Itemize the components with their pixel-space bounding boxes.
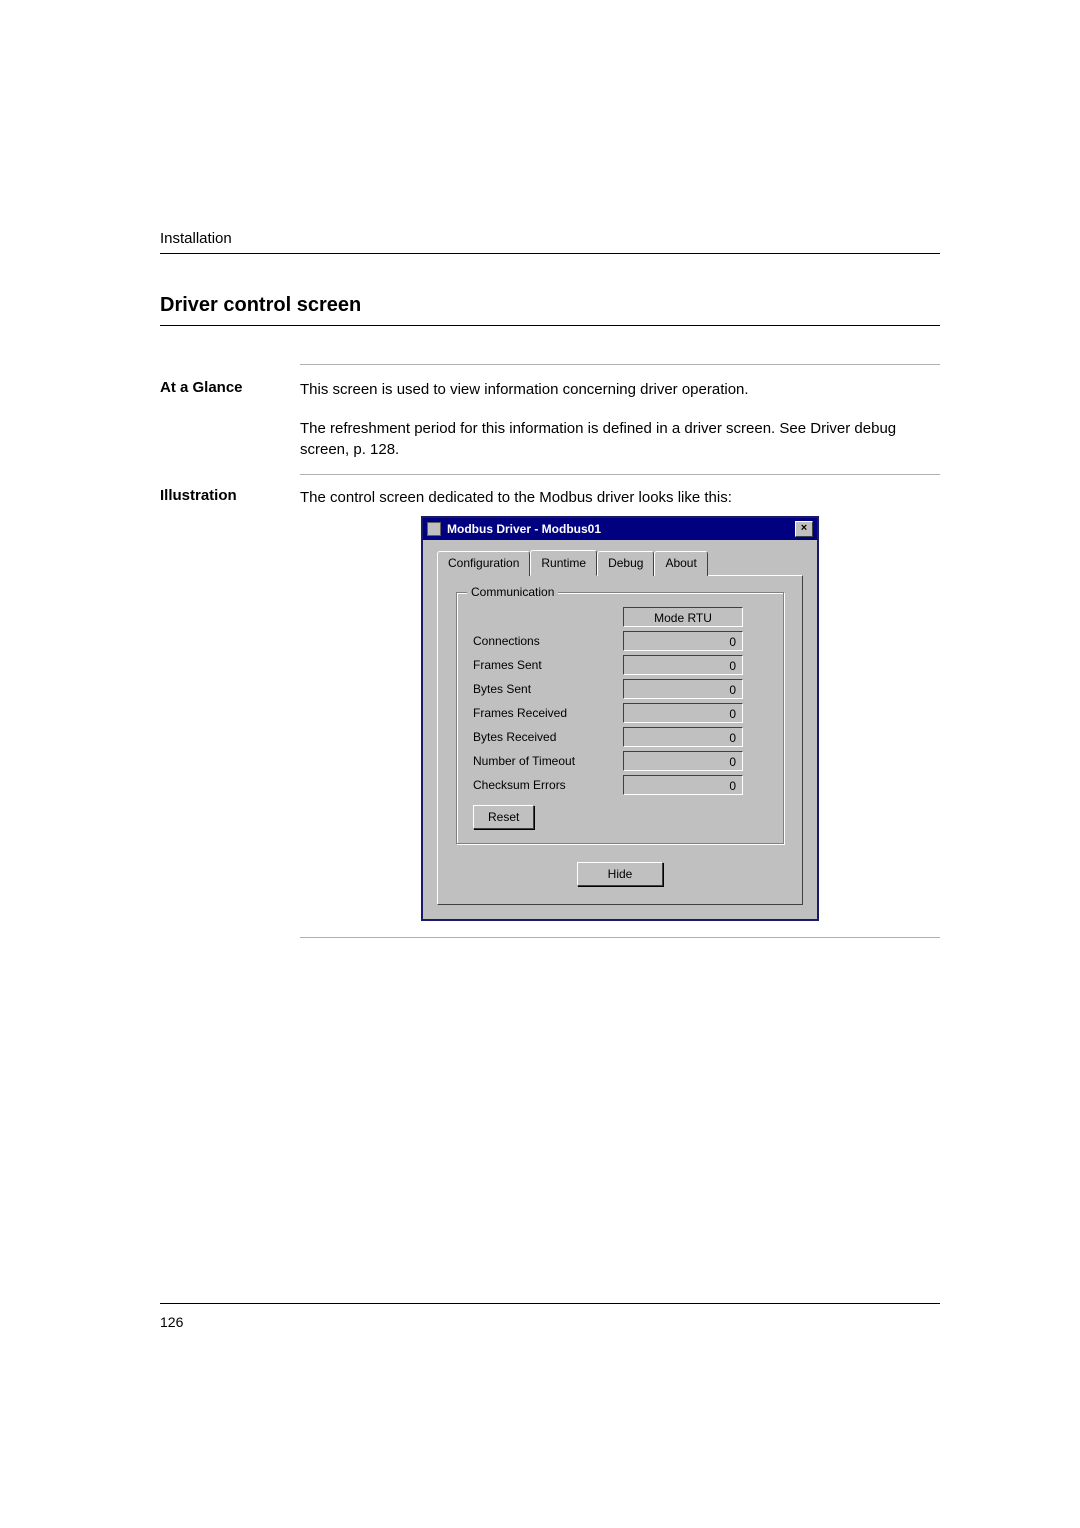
page-title: Driver control screen [160, 294, 940, 317]
dialog-body: Configuration Runtime Debug About Commun… [423, 540, 817, 919]
bytes-received-value: 0 [623, 727, 743, 747]
running-header: Installation [160, 230, 940, 254]
bytes-received-label: Bytes Received [473, 730, 623, 744]
checksum-row: Checksum Errors 0 [473, 775, 767, 795]
titlebar: Modbus Driver - Modbus01 × [423, 518, 817, 540]
bytes-sent-value: 0 [623, 679, 743, 699]
checksum-label: Checksum Errors [473, 778, 623, 792]
frames-received-value: 0 [623, 703, 743, 723]
at-a-glance-block: At a Glance This screen is used to view … [160, 354, 940, 475]
page: Installation Driver control screen At a … [0, 0, 1080, 938]
groupbox-title: Communication [467, 585, 558, 599]
frames-received-row: Frames Received 0 [473, 703, 767, 723]
connections-row: Connections 0 [473, 631, 767, 651]
glance-paragraph-2: The refreshment period for this informat… [300, 418, 940, 460]
tab-configuration[interactable]: Configuration [437, 551, 530, 576]
tab-about[interactable]: About [654, 551, 707, 576]
mode-row: Mode RTU [473, 607, 767, 627]
bytes-sent-label: Bytes Sent [473, 682, 623, 696]
divider [300, 474, 940, 475]
connections-value: 0 [623, 631, 743, 651]
frames-received-label: Frames Received [473, 706, 623, 720]
footer-rule [160, 1303, 940, 1304]
connections-label: Connections [473, 634, 623, 648]
reset-button[interactable]: Reset [473, 805, 534, 829]
frames-sent-value: 0 [623, 655, 743, 675]
glance-label: At a Glance [160, 379, 300, 474]
glance-content: This screen is used to view information … [300, 379, 940, 474]
bytes-received-row: Bytes Received 0 [473, 727, 767, 747]
hide-row: Hide [456, 862, 784, 886]
mode-value: Mode RTU [623, 607, 743, 627]
timeout-label: Number of Timeout [473, 754, 623, 768]
tab-debug[interactable]: Debug [597, 551, 654, 576]
close-icon[interactable]: × [795, 521, 813, 537]
timeout-value: 0 [623, 751, 743, 771]
timeout-row: Number of Timeout 0 [473, 751, 767, 771]
frames-sent-row: Frames Sent 0 [473, 655, 767, 675]
illustration-block: Illustration The control screen dedicate… [160, 487, 940, 516]
reset-row: Reset [473, 805, 767, 829]
titlebar-text: Modbus Driver - Modbus01 [447, 522, 795, 536]
communication-groupbox: Communication Mode RTU Connections 0 Fra… [456, 592, 784, 844]
page-number: 126 [160, 1314, 183, 1330]
tab-panel-runtime: Communication Mode RTU Connections 0 Fra… [437, 575, 803, 905]
tab-runtime[interactable]: Runtime [530, 550, 597, 576]
hide-button[interactable]: Hide [577, 862, 664, 886]
divider [300, 364, 940, 365]
title-underline [160, 325, 940, 326]
frames-sent-label: Frames Sent [473, 658, 623, 672]
checksum-value: 0 [623, 775, 743, 795]
divider [300, 937, 940, 938]
illustration-label: Illustration [160, 487, 300, 516]
bytes-sent-row: Bytes Sent 0 [473, 679, 767, 699]
illustration-intro: The control screen dedicated to the Modb… [300, 487, 940, 508]
app-icon [427, 522, 441, 536]
modbus-driver-dialog: Modbus Driver - Modbus01 × Configuration… [421, 516, 819, 921]
tab-strip: Configuration Runtime Debug About [437, 550, 803, 575]
dialog-container: Modbus Driver - Modbus01 × Configuration… [300, 516, 940, 921]
glance-paragraph-1: This screen is used to view information … [300, 379, 940, 400]
